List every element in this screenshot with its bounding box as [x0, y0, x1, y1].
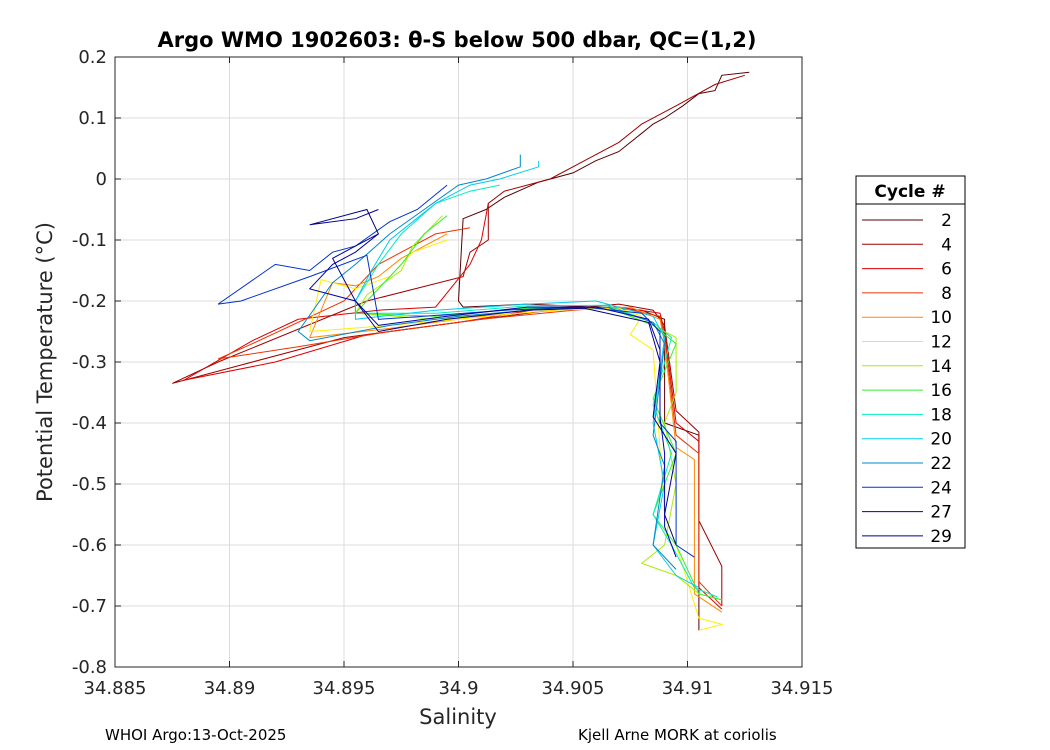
series-line-cycle-27 — [308, 233, 677, 558]
y-tick-label: 0.2 — [78, 47, 107, 68]
series-line-cycle-18 — [354, 184, 718, 598]
chart-title: Argo WMO 1902603: θ-S below 500 dbar, QC… — [158, 28, 757, 52]
x-tick-label: 34.89 — [204, 678, 256, 699]
legend-box — [855, 175, 966, 549]
legend-label: 12 — [930, 333, 952, 353]
y-tick-label: -0.8 — [72, 657, 107, 678]
legend-label: 4 — [941, 235, 952, 255]
legend-label: 10 — [930, 308, 952, 328]
series-line-cycle-10 — [308, 233, 723, 613]
legend-title: Cycle # — [874, 182, 945, 202]
x-axis-label: Salinity — [419, 705, 497, 729]
series-line-cycle-29 — [309, 208, 677, 546]
series-line-cycle-8 — [217, 227, 723, 607]
y-tick-label: 0.1 — [78, 108, 107, 129]
legend-label: 6 — [941, 260, 952, 280]
x-tick-label: 34.915 — [771, 678, 834, 699]
y-tick-label: -0.3 — [72, 352, 107, 373]
y-tick-label: -0.6 — [72, 535, 107, 556]
x-axis-ticks: 34.885 34.89 34.895 34.9 34.905 34.91 34.915 — [84, 57, 834, 699]
x-tick-label: 34.905 — [542, 678, 605, 699]
y-axis-ticks: 0.2 0.1 0 -0.1 -0.2 -0.3 -0.4 -0.5 -0.6 -0.7 -0.8 — [72, 47, 802, 678]
legend-label: 27 — [930, 503, 952, 523]
footer-left: WHOI Argo:13-Oct-2025 — [105, 726, 286, 744]
y-tick-label: 0 — [96, 169, 107, 190]
y-tick-label: -0.7 — [72, 596, 107, 617]
footer-right: Kjell Arne MORK at coriolis — [578, 726, 777, 744]
legend-label: 24 — [930, 478, 952, 498]
x-tick-label: 34.9 — [438, 678, 478, 699]
x-tick-label: 34.91 — [662, 678, 714, 699]
x-tick-label: 34.895 — [313, 678, 376, 699]
legend-label: 18 — [930, 405, 952, 425]
y-tick-label: -0.1 — [72, 230, 107, 251]
series-line-cycle-6 — [183, 203, 723, 610]
series-line-cycle-16 — [354, 215, 722, 601]
y-axis-label: Potential Temperature (°C) — [33, 222, 57, 502]
legend-label: 20 — [930, 430, 952, 450]
series-line-cycle-12 — [309, 239, 724, 631]
x-tick-label: 34.885 — [84, 678, 147, 699]
y-tick-label: -0.5 — [72, 474, 107, 495]
y-tick-label: -0.2 — [72, 291, 107, 312]
y-tick-label: -0.4 — [72, 413, 107, 434]
series-group — [172, 71, 750, 631]
legend-label: 16 — [930, 381, 952, 401]
legend-label: 22 — [930, 454, 952, 474]
legend-label: 8 — [941, 284, 952, 304]
legend-label: 2 — [941, 211, 952, 231]
series-line-cycle-4 — [172, 74, 745, 606]
series-line-cycle-20 — [354, 160, 700, 589]
legend-label: 29 — [930, 527, 952, 547]
legend-label: 14 — [930, 357, 952, 377]
